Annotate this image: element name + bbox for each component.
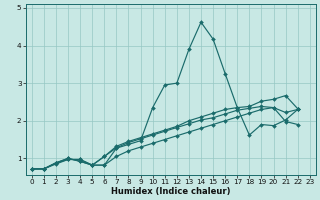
X-axis label: Humidex (Indice chaleur): Humidex (Indice chaleur) — [111, 187, 230, 196]
